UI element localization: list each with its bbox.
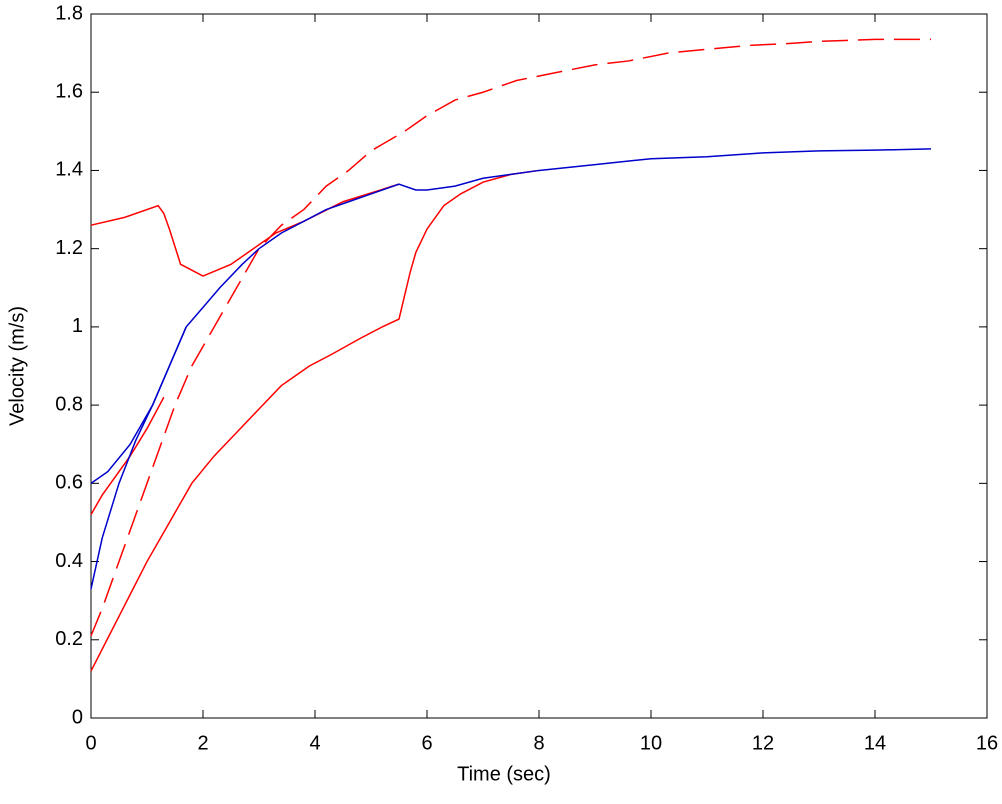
x-tick-label: 10 <box>640 732 662 754</box>
x-tick-label: 12 <box>752 732 774 754</box>
series-line <box>90 169 540 672</box>
y-tick-label: 1 <box>72 315 83 337</box>
y-tick-label: 1.6 <box>55 81 83 103</box>
series-line <box>90 148 932 484</box>
y-axis-label: Velocity (m/s) <box>6 306 28 426</box>
x-tick-label: 2 <box>197 732 208 754</box>
x-tick-label: 16 <box>976 732 998 754</box>
x-tick-label: 0 <box>85 732 96 754</box>
y-tick-label: 1.8 <box>55 2 83 24</box>
y-tick-label: 0.4 <box>55 550 83 572</box>
series-line <box>90 38 931 637</box>
x-axis-label: Time (sec) <box>457 763 551 785</box>
x-tick-label: 4 <box>309 732 320 754</box>
plot-frame <box>90 13 988 719</box>
x-tick-label: 8 <box>533 732 544 754</box>
series-line <box>90 326 187 590</box>
y-tick-label: 1.2 <box>55 237 83 259</box>
series-line <box>90 396 165 515</box>
y-tick-label: 0 <box>72 706 83 728</box>
y-tick-label: 0.6 <box>55 472 83 494</box>
y-tick-label: 0.8 <box>55 393 83 415</box>
x-tick-label: 6 <box>421 732 432 754</box>
y-tick-label: 0.2 <box>55 628 83 650</box>
x-tick-label: 14 <box>864 732 886 754</box>
y-tick-label: 1.4 <box>55 159 83 181</box>
